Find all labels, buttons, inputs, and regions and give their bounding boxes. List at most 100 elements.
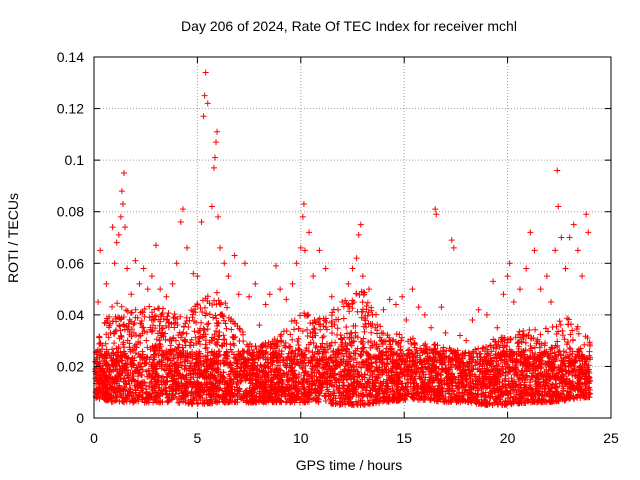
data-point (360, 391, 367, 398)
data-point (361, 315, 368, 322)
data-point (218, 343, 225, 350)
data-point (202, 337, 209, 344)
data-point (341, 383, 348, 390)
data-point (96, 334, 103, 341)
data-point (352, 322, 359, 329)
data-point (586, 391, 593, 398)
data-point (198, 319, 205, 326)
data-point (203, 344, 210, 351)
data-point (209, 302, 216, 309)
data-point (204, 321, 211, 328)
data-point (575, 330, 582, 337)
data-point (120, 322, 127, 329)
data-point (132, 306, 139, 313)
data-point (111, 340, 118, 347)
data-point (586, 342, 593, 349)
data-point (340, 303, 347, 310)
data-point (382, 338, 389, 345)
data-point (170, 394, 177, 401)
data-point (201, 327, 208, 334)
data-point (566, 344, 573, 351)
data-point (537, 331, 544, 338)
data-point (557, 362, 564, 369)
data-point (179, 330, 186, 337)
data-point (201, 399, 208, 406)
data-point (471, 372, 478, 379)
data-point (319, 334, 326, 341)
data-point (158, 332, 165, 339)
data-point (182, 338, 189, 345)
data-point (447, 366, 454, 373)
data-point (195, 329, 202, 336)
data-point (538, 340, 545, 347)
data-point (156, 322, 163, 329)
data-point (299, 328, 306, 335)
data-point (139, 308, 146, 315)
data-point (126, 331, 133, 338)
data-point (179, 344, 186, 351)
data-point (522, 346, 529, 353)
data-point (349, 390, 356, 397)
data-point (357, 338, 364, 345)
data-point (349, 297, 356, 304)
data-point (182, 342, 189, 349)
data-point (214, 323, 221, 330)
data-point (415, 389, 422, 396)
data-point (349, 305, 356, 312)
data-point (181, 337, 188, 344)
data-point (156, 341, 163, 348)
data-point (116, 323, 123, 330)
data-point (531, 344, 538, 351)
data-point (494, 343, 501, 350)
data-point (165, 397, 172, 404)
data-point (144, 329, 151, 336)
data-point (141, 306, 148, 313)
data-point (388, 345, 395, 352)
data-point (192, 306, 199, 313)
data-point (396, 331, 403, 338)
data-point (199, 400, 206, 407)
data-point (114, 300, 121, 307)
data-point (118, 394, 125, 401)
data-point (210, 314, 217, 321)
data-point (119, 341, 126, 348)
data-point (206, 311, 213, 318)
data-point (183, 318, 190, 325)
data-point (114, 314, 121, 321)
data-point (289, 336, 296, 343)
data-point (282, 344, 289, 351)
data-point (321, 344, 328, 351)
data-point (239, 329, 246, 336)
data-point (180, 323, 187, 330)
data-point (288, 318, 295, 325)
data-point (324, 346, 331, 353)
data-point (434, 371, 441, 378)
data-point (276, 347, 283, 354)
data-point (175, 399, 182, 406)
data-point (230, 334, 237, 341)
data-point (556, 318, 563, 325)
data-point (144, 344, 151, 351)
data-point (354, 334, 361, 341)
data-point (435, 365, 442, 372)
data-point (228, 326, 235, 333)
data-point (361, 328, 368, 335)
data-point (159, 331, 166, 338)
data-point (119, 357, 126, 364)
data-point (211, 331, 218, 338)
data-point (348, 339, 355, 346)
data-point (143, 337, 150, 344)
data-point (299, 398, 306, 405)
data-point (117, 327, 124, 334)
data-point (285, 343, 292, 350)
data-point (191, 328, 198, 335)
data-point (559, 327, 566, 334)
data-point (422, 340, 429, 347)
data-point (309, 333, 316, 340)
data-point (146, 303, 153, 310)
data-point (213, 301, 220, 308)
data-point (320, 323, 327, 330)
data-point (164, 313, 171, 320)
data-point (527, 342, 534, 349)
